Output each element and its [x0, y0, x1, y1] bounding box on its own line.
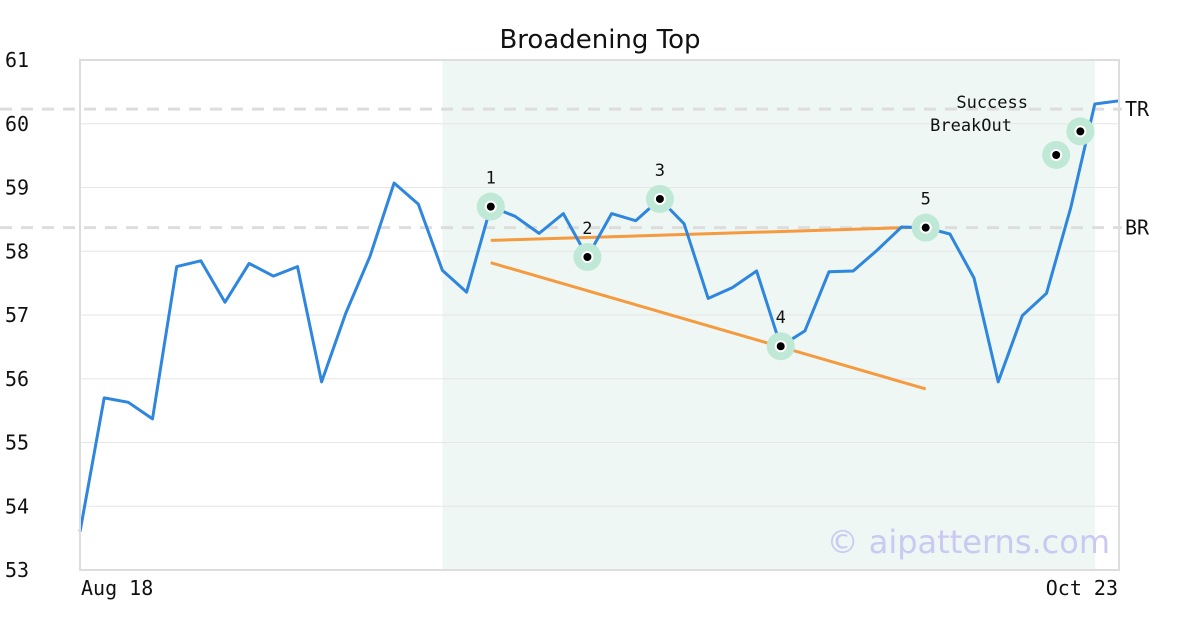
y-tick-label: 58 — [5, 239, 29, 263]
chart-title: Broadening Top — [499, 25, 700, 55]
trendline-layer — [490, 225, 927, 391]
pattern-point-label: 5 — [921, 190, 931, 210]
pattern-point-label: 2 — [582, 219, 592, 239]
y-tick-label: 55 — [5, 431, 29, 455]
y-tick-label: 56 — [5, 367, 29, 391]
pattern-marker-layer: 1 2 3 4 5 BreakOut Success — [476, 93, 1095, 361]
y-tick-label: 59 — [5, 176, 29, 200]
pattern-point-dot — [776, 342, 785, 351]
x-tick-label: Aug 18 — [81, 576, 153, 600]
event-point-dot — [1052, 150, 1061, 159]
y-axis-ticks: 53 54 55 56 57 58 59 60 61 — [5, 48, 29, 582]
pattern-point-label: 3 — [655, 161, 665, 181]
level-label: BR — [1125, 216, 1150, 240]
event-point-dot — [1076, 127, 1085, 136]
pattern-point-dot — [583, 252, 592, 261]
y-tick-label: 53 — [5, 558, 29, 582]
watermark: © aipatterns.com — [827, 523, 1110, 561]
y-tick-label: 61 — [5, 48, 29, 72]
x-tick-label: Oct 23 — [1046, 576, 1118, 600]
y-tick-label: 54 — [5, 494, 29, 518]
grid-layer — [80, 123, 1119, 507]
x-axis-ticks: Aug 18 Oct 23 — [81, 576, 1118, 600]
y-tick-label: 57 — [5, 303, 29, 327]
pattern-point-label: 1 — [486, 169, 496, 189]
level-label: TR — [1125, 97, 1150, 121]
price-series-line — [78, 99, 1120, 532]
event-label: BreakOut — [930, 116, 1012, 136]
pattern-point-dot — [921, 223, 930, 232]
y-tick-label: 60 — [5, 112, 29, 136]
event-label: Success — [956, 93, 1028, 113]
series-layer — [78, 99, 1120, 532]
pattern-point-label: 4 — [776, 308, 786, 328]
trendline — [490, 261, 927, 391]
pattern-point-dot — [486, 202, 495, 211]
pattern-point-dot — [655, 194, 664, 203]
trendline — [490, 225, 926, 242]
plot-frame — [79, 59, 1120, 571]
